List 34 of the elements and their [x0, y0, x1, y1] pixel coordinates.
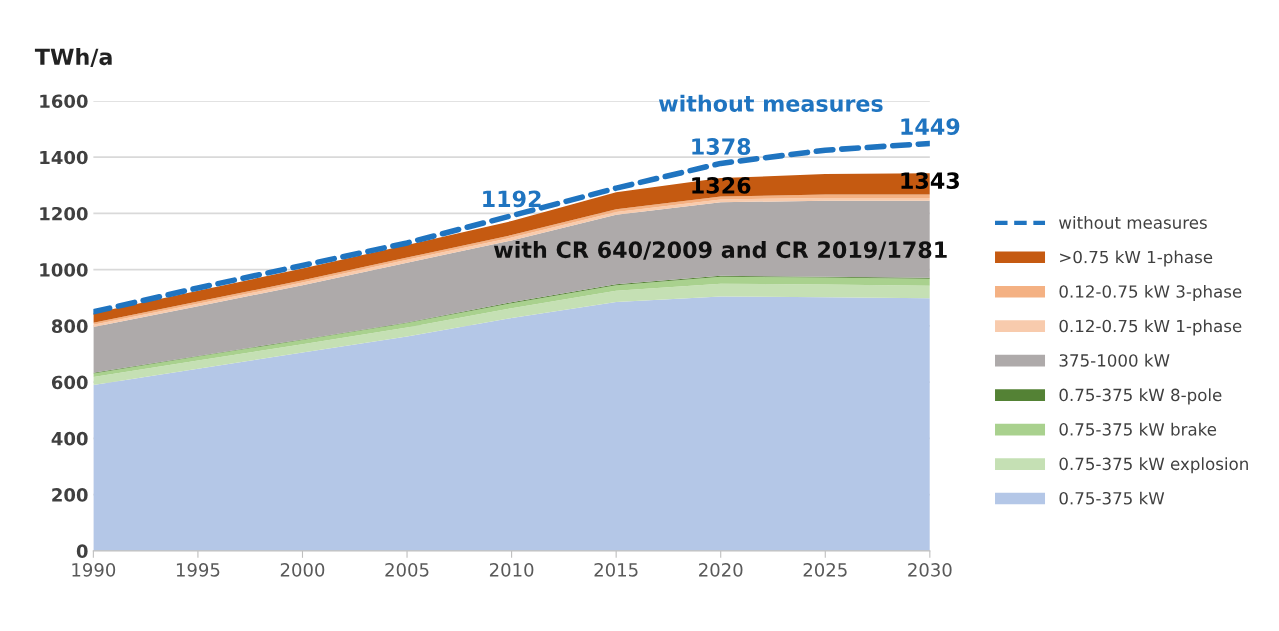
legend-label: 0.75-375 kW brake: [1059, 422, 1217, 436]
annotation: without measures: [658, 94, 883, 112]
legend-label: 0.75-375 kW 8-pole: [1059, 388, 1222, 405]
x-tick-label: 2000: [280, 562, 325, 577]
y-tick-label: 1000: [40, 263, 88, 277]
annotation: with CR 640/2009 and CR 2019/1781: [494, 240, 947, 260]
x-tick-label: 2010: [489, 562, 534, 577]
y-tick-label: 400: [51, 431, 88, 446]
legend-label: 0.12-0.75 kW 3-phase: [1059, 284, 1242, 302]
legend-label: >0.75 kW 1-phase: [1060, 250, 1213, 267]
y-tick-label: 0: [76, 544, 88, 558]
legend-label: without measures: [1059, 215, 1207, 229]
x-tick-label: 2025: [803, 562, 847, 577]
x-tick-label: 2020: [699, 562, 743, 577]
y-tick-label: 1200: [40, 206, 88, 221]
y-tick-label: 600: [51, 375, 88, 390]
y-tick-label: 800: [51, 319, 88, 334]
annotation: 1326: [692, 177, 751, 194]
y-axis-title: TWh/a: [34, 47, 112, 67]
legend-label: 0.75-375 kW: [1059, 491, 1165, 505]
y-tick-label: 200: [52, 488, 88, 502]
x-tick-label: 1995: [176, 562, 220, 577]
x-tick-label: 1990: [72, 562, 116, 577]
x-tick-label: 2030: [908, 562, 952, 577]
y-tick-label: 1400: [40, 150, 88, 165]
annotation: 1192: [483, 190, 541, 208]
legend-label: 0.75-375 kW explosion: [1059, 457, 1248, 474]
x-tick-label: 2005: [385, 562, 429, 577]
y-tick-label: 1600: [40, 94, 88, 109]
legend-label: 0.12-0.75 kW 1-phase: [1059, 319, 1242, 336]
x-tick-label: 2015: [594, 562, 638, 577]
annotation: 1378: [692, 138, 751, 155]
legend-label: 375-1000 kW: [1059, 353, 1170, 367]
annotation: 1449: [901, 118, 960, 135]
